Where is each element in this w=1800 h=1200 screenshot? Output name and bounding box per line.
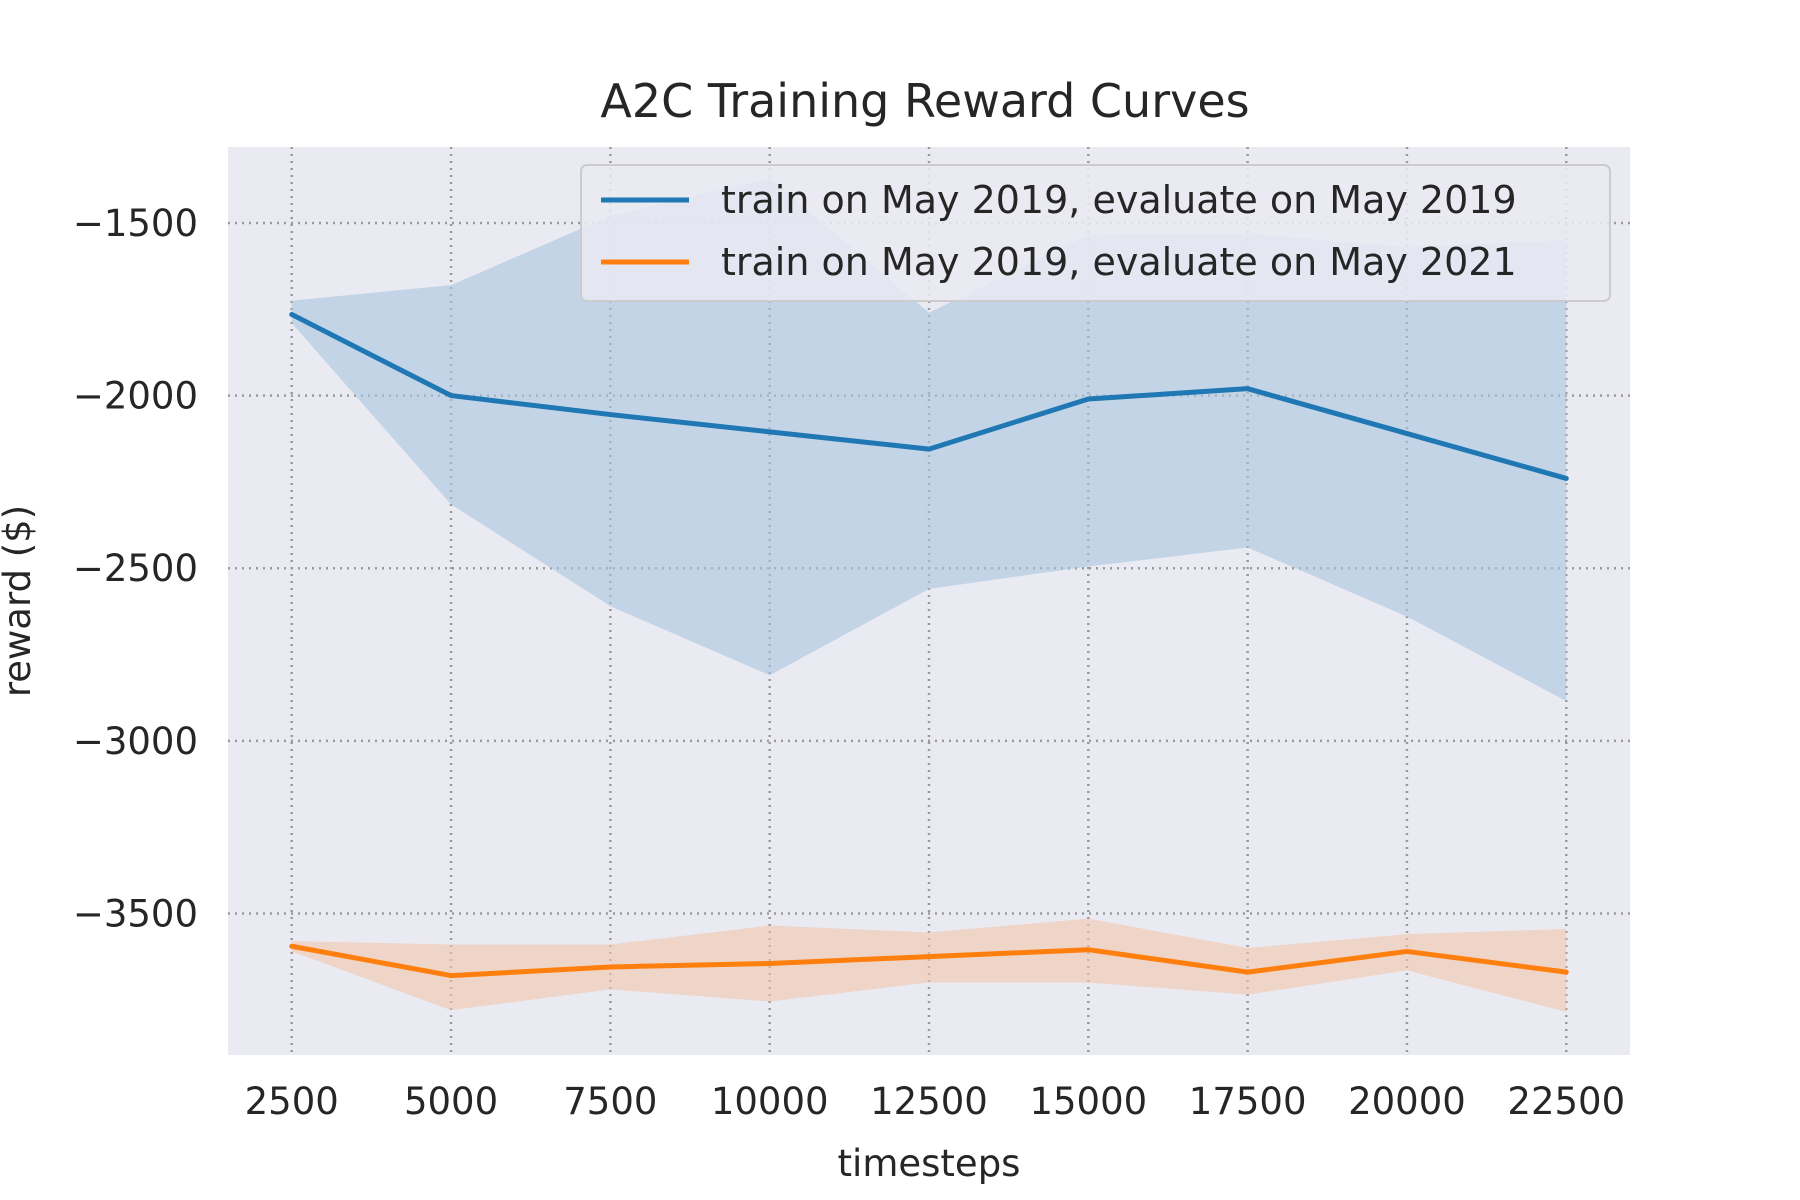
legend-label-1: train on May 2019, evaluate on May 2021 [721,240,1517,284]
y-tick-label: −3500 [73,892,198,935]
y-tick-label: −2000 [73,375,198,418]
chart-title: A2C Training Reward Curves [600,74,1249,128]
y-tick-labels: −3500 −3000 −2500 −2000 −1500 [73,202,198,935]
x-tick-label: 22500 [1507,1080,1625,1123]
x-tick-label: 15000 [1029,1080,1147,1123]
x-axis-label: timesteps [838,1142,1021,1185]
x-tick-label: 2500 [245,1080,339,1123]
series-lines [289,311,1569,979]
legend-label-0: train on May 2019, evaluate on May 2019 [721,178,1517,222]
y-tick-label: −2500 [73,547,198,590]
y-tick-label: −1500 [73,202,198,245]
confidence-band-series-0 [291,178,1567,702]
confidence-band-series-1 [291,918,1567,1012]
x-tick-labels: 2500 5000 7500 10000 12500 15000 17500 20000 225… [245,1080,1625,1123]
x-tick-label: 17500 [1189,1080,1307,1123]
x-tick-label: 10000 [711,1080,829,1123]
legend: train on May 2019, evaluate on May 2019 t… [580,164,1611,302]
y-tick-label: −3000 [73,720,198,763]
x-tick-label: 12500 [870,1080,988,1123]
series-line-1 [289,943,1569,979]
x-tick-label: 7500 [563,1080,657,1123]
legend-box [580,164,1611,302]
x-tick-label: 20000 [1348,1080,1466,1123]
confidence-bands [291,178,1567,1012]
series-line-0 [289,311,1569,481]
y-axis-label: reward ($) [0,505,39,697]
x-tick-label: 5000 [404,1080,498,1123]
